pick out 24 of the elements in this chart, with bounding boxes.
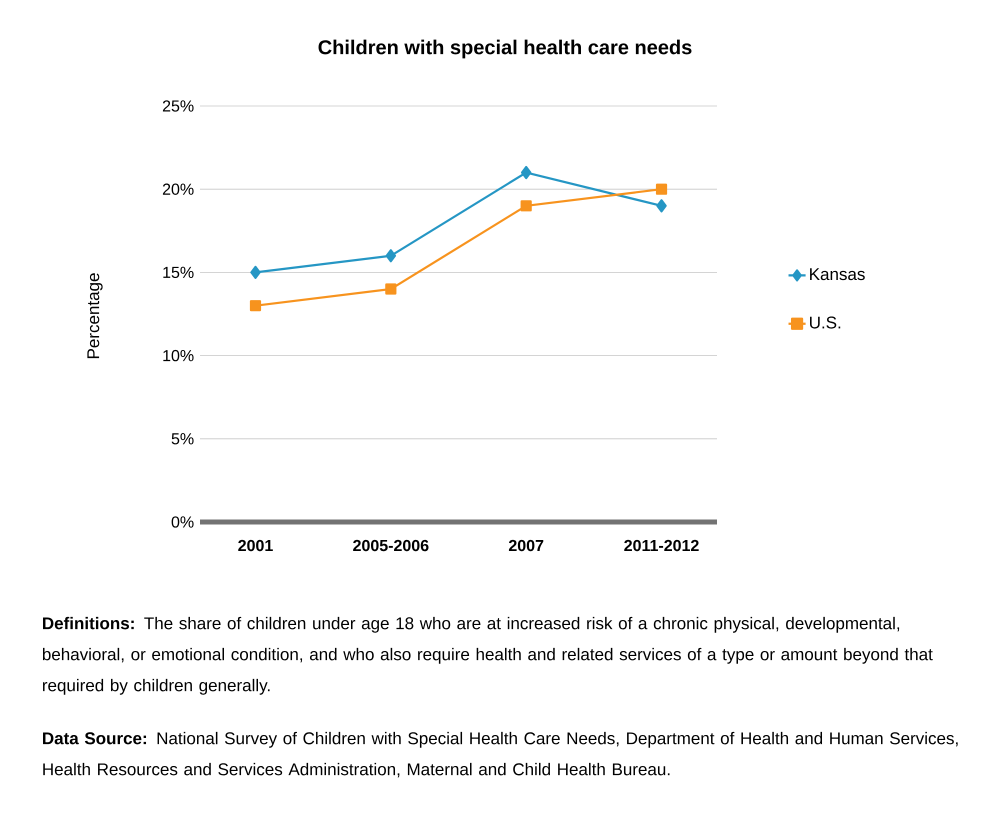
point [385,283,396,295]
point [250,300,262,312]
y-tick-label: 20% [162,184,194,195]
text: Definitions: The share of children under age 18 who are at increased risk of a chronic physical, developmental, behavioral, or emotional condition, and who also require health and related services of a type or amount beyond that required by children generally. [42,616,933,695]
x-tick-label: 2001 [238,540,273,552]
y-tick-label: 25% [162,100,194,112]
legend-label: U.S. [810,316,840,329]
x-tick-label: 2011-2012 [624,540,699,552]
point [656,199,667,212]
point [250,266,261,279]
legend-label: Kansas [810,268,865,280]
point [656,184,668,195]
x-tick-label: 2005-2006 [353,540,428,552]
y-tick-label: 10% [163,350,194,362]
y-tick-label: 0% [172,516,194,528]
y-axis-title: Percentage [87,273,103,358]
y-tick-label: 15% [163,266,194,278]
point [386,249,396,262]
x-tick-label: 2007 [508,540,544,552]
chart-title: Children with special health care needs [318,40,692,58]
point [520,166,532,180]
y-tick-label: 5% [172,433,194,444]
point [520,200,532,212]
text: Data Source: National Survey of Children with Special Health Care Needs, Department of Health and Human Services, Health Resources and Services Administration, Maternal and Child Health Bureau. [43,732,958,778]
